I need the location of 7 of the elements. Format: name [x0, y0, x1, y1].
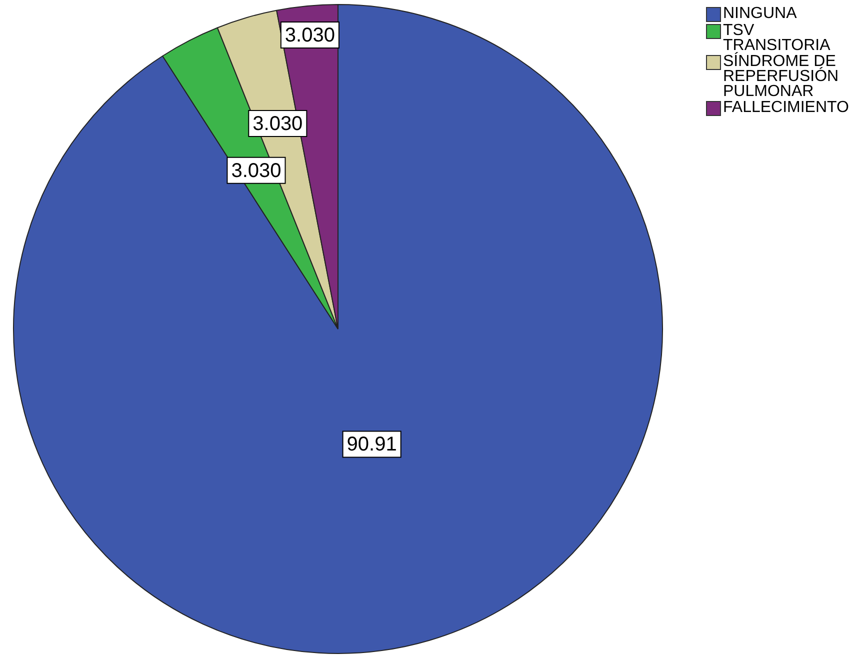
data-label: 3.030: [284, 24, 335, 47]
slice-label: NINGUNA: [723, 5, 798, 22]
legend-label: FALLECIMIENTO: [723, 99, 849, 116]
legend-label: SÍNDROME DE REPERFUSIÓN PULMONAR: [723, 53, 840, 100]
data-label: 3.030: [231, 160, 282, 182]
data-label: 90.91: [346, 434, 397, 456]
data-label: 3.030: [252, 113, 303, 136]
